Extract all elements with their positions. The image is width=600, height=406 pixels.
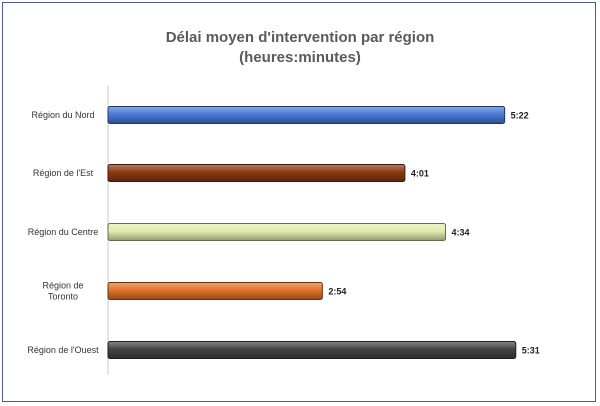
value-label-1: 5:22 <box>511 111 529 121</box>
chart-frame <box>2 2 596 402</box>
bars-group: 5:22 Région du Nord 4:01 Région de l'Est 4:3… <box>27 106 540 359</box>
chart-title-line2: (heures:minutes) <box>239 49 361 66</box>
bar-2 <box>107 164 406 182</box>
bar-1 <box>107 106 506 124</box>
category-label-4: Région de Toronto <box>42 281 83 302</box>
value-label-5: 5:31 <box>522 346 540 356</box>
value-label-4: 2:54 <box>328 287 346 297</box>
bar-4 <box>107 282 323 300</box>
category-label-3: Région du Centre <box>28 227 99 237</box>
bar-5 <box>107 341 517 359</box>
chart-title-line1: Délai moyen d'intervention par région <box>165 29 435 46</box>
category-label-2: Région de l'Est <box>33 168 94 178</box>
value-label-3: 4:34 <box>452 228 470 238</box>
category-label-1: Région du Nord <box>31 110 94 120</box>
chart-title: Délai moyen d'intervention par région (h… <box>0 28 600 68</box>
category-label-5: Région de l'Ouest <box>27 345 99 355</box>
bar-3 <box>107 223 447 241</box>
value-label-2: 4:01 <box>411 169 429 179</box>
